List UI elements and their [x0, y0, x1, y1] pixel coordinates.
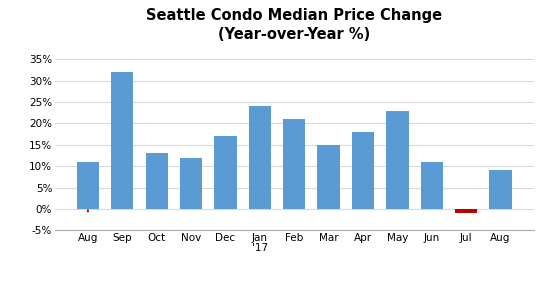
Title: Seattle Condo Median Price Change
(Year-over-Year %): Seattle Condo Median Price Change (Year-… — [146, 8, 442, 42]
Bar — [214, 136, 236, 209]
Bar — [421, 162, 443, 209]
Bar — [352, 132, 374, 209]
Bar — [386, 110, 409, 209]
Bar — [146, 153, 168, 209]
Bar — [77, 162, 99, 209]
Bar — [111, 72, 134, 209]
Bar — [455, 209, 477, 213]
Bar — [317, 145, 340, 209]
Bar — [180, 158, 202, 209]
Bar — [283, 119, 305, 209]
Bar — [490, 171, 512, 209]
Bar — [249, 106, 271, 209]
